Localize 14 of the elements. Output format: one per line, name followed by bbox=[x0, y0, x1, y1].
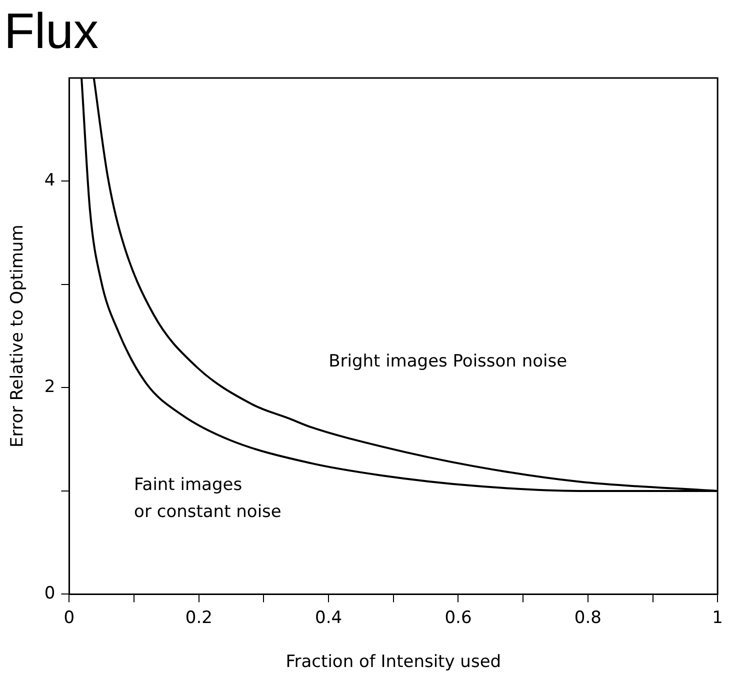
x-tick-label: 0 bbox=[64, 608, 75, 628]
x-tick-label: 0.2 bbox=[185, 608, 212, 628]
x-axis-title: Fraction of Intensity used bbox=[286, 652, 502, 672]
y-tick-label: 4 bbox=[44, 170, 56, 191]
annotation: Faint images or constant noise bbox=[134, 475, 282, 522]
annotation: Bright images Poisson noise bbox=[328, 351, 568, 372]
x-tick-label: 0.4 bbox=[315, 608, 342, 628]
chart-title: Flux bbox=[4, 2, 98, 59]
y-axis-title: Error Relative to Optimum bbox=[8, 224, 28, 448]
y-tick-label: 0 bbox=[44, 584, 56, 604]
x-tick-label: 0.6 bbox=[444, 608, 472, 628]
y-tick-label: 2 bbox=[44, 377, 56, 398]
x-tick-label: 0.8 bbox=[574, 608, 602, 628]
x-tick-label: 1 bbox=[712, 608, 724, 628]
